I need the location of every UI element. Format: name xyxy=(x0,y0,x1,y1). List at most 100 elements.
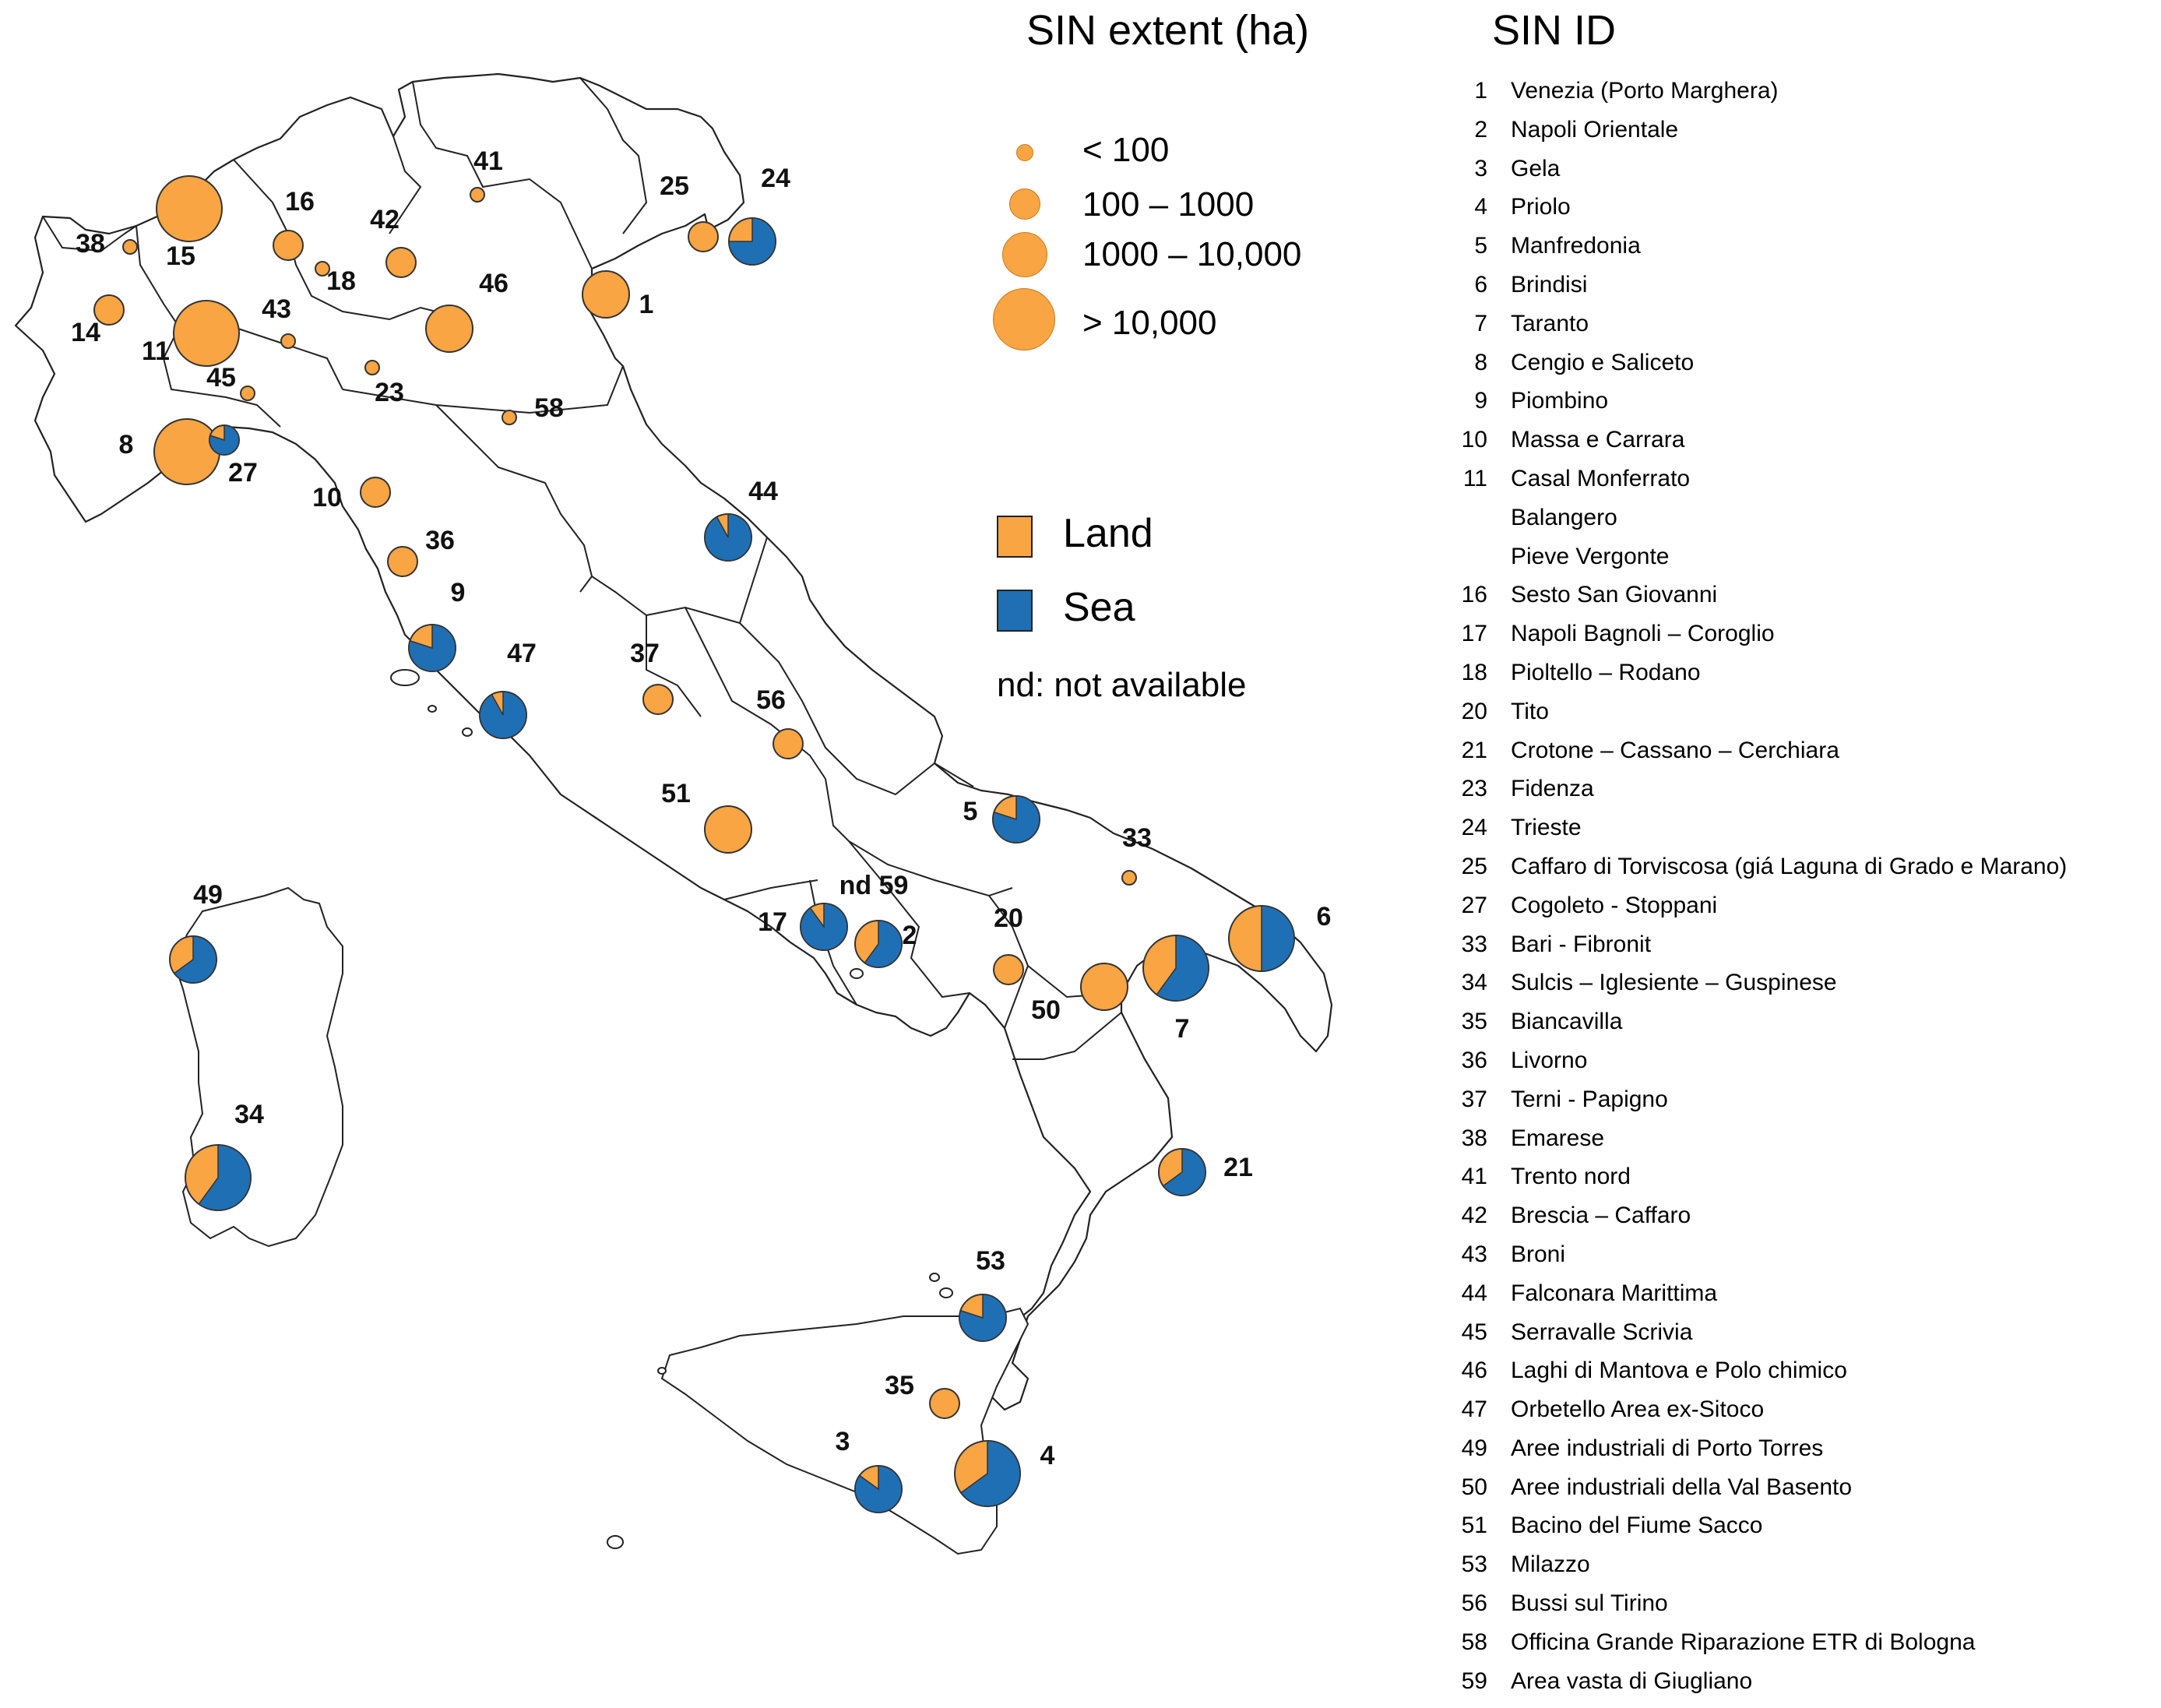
site-id-label: 27 xyxy=(228,458,258,488)
sin-name: Livorno xyxy=(1511,1047,1588,1073)
site-id-label: 41 xyxy=(473,146,503,176)
sin-id-number: 34 xyxy=(1461,970,1487,996)
sin-name: Manfredonia xyxy=(1511,233,1641,259)
sin-id-number: 24 xyxy=(1461,815,1487,841)
site-marker-38: 38 xyxy=(76,229,138,259)
size-class-label: < 100 xyxy=(1082,131,1170,169)
sin-id-number: 16 xyxy=(1461,582,1487,608)
sin-id-number: 25 xyxy=(1461,853,1487,879)
sin-name: Aree industriali della Val Basento xyxy=(1511,1474,1853,1500)
sin-name: Officina Grande Riparazione ETR di Bolog… xyxy=(1511,1629,1976,1655)
sin-name: Area vasta di Giugliano xyxy=(1511,1668,1753,1694)
site-marker-47: 47 xyxy=(479,639,537,739)
site-marker-15: 15 xyxy=(156,175,223,271)
site-id-label: 36 xyxy=(425,526,455,555)
small-islands xyxy=(390,669,953,1549)
site-land-slice xyxy=(364,360,380,375)
sin-name: Emarese xyxy=(1511,1125,1605,1151)
sin-name: Bari - Fibronit xyxy=(1511,931,1652,957)
sin-id-number: 59 xyxy=(1461,1668,1487,1694)
land-swatch xyxy=(997,516,1033,558)
site-sea-slice xyxy=(408,624,456,672)
site-id-label: 6 xyxy=(1317,902,1332,931)
site-marker-34: 34 xyxy=(185,1100,264,1211)
site-land-slice xyxy=(704,805,752,854)
site-id-label: 11 xyxy=(142,336,170,366)
sin-name: Cogoleto - Stoppani xyxy=(1511,892,1718,918)
sin-id-number: 33 xyxy=(1461,931,1487,957)
sin-name: Brindisi xyxy=(1511,271,1588,298)
size-symbol-medium xyxy=(1009,188,1040,220)
site-id-label: 2 xyxy=(903,921,917,950)
site-land-slice xyxy=(360,477,391,508)
site-marker-41: 41 xyxy=(470,146,503,202)
site-sea-slice xyxy=(198,1144,252,1211)
site-sea-slice xyxy=(1162,1148,1206,1196)
site-sea-slice xyxy=(864,920,903,968)
sin-id-number: 20 xyxy=(1461,698,1487,724)
site-land-slice xyxy=(240,386,255,401)
site-id-label: 18 xyxy=(326,266,356,296)
land-label: Land xyxy=(1063,511,1153,556)
site-id-label: 23 xyxy=(375,378,404,407)
sin-name: Biancavilla xyxy=(1511,1009,1623,1035)
sin-id-number: 9 xyxy=(1474,388,1487,414)
sin-id-number: 44 xyxy=(1461,1280,1487,1306)
sin-name: Crotone – Cassano – Cerchiara xyxy=(1511,737,1839,763)
site-sea-slice xyxy=(704,513,752,562)
site-id-label: 50 xyxy=(1031,995,1061,1025)
site-land-slice xyxy=(929,1388,960,1419)
sin-name: Bussi sul Tirino xyxy=(1511,1590,1668,1617)
sin-name: Taranto xyxy=(1511,310,1589,336)
site-marker-17: 17 xyxy=(758,903,848,951)
site-id-label: 10 xyxy=(312,483,342,512)
site-marker-49: 49 xyxy=(169,880,223,984)
site-land-slice xyxy=(280,333,296,349)
sin-name: Tito xyxy=(1511,698,1549,724)
site-land-slice xyxy=(156,175,223,242)
sin-id-number: 37 xyxy=(1461,1086,1487,1112)
site-markers: 123 4567891011141516171820212324252733343… xyxy=(71,146,1331,1513)
site-land-slice xyxy=(425,305,473,353)
sin-name: Trieste xyxy=(1511,815,1582,841)
sin-id-number: 56 xyxy=(1461,1590,1487,1617)
site-marker-10: 10 xyxy=(312,477,391,512)
site-id-label: 53 xyxy=(976,1246,1005,1276)
sin-name: Caffaro di Torviscosa (giá Laguna di Gra… xyxy=(1511,853,2068,879)
site-id-label: 38 xyxy=(76,229,105,259)
site-id-label: 8 xyxy=(119,430,134,460)
size-symbol-xlarge xyxy=(993,288,1055,350)
site-marker-1: 1 xyxy=(582,270,654,319)
sin-name: Orbetello Area ex-Sitoco xyxy=(1511,1396,1765,1423)
site-id-label: 34 xyxy=(234,1100,264,1129)
italy-map: 123 4567891011141516171820212324252733343… xyxy=(14,72,1333,1555)
site-id-label: 25 xyxy=(660,171,689,201)
site-id-label: 24 xyxy=(761,164,790,193)
site-id-label: 46 xyxy=(479,269,509,298)
size-class-label: 1000 – 10,000 xyxy=(1082,235,1302,273)
site-marker-21: 21 xyxy=(1158,1148,1253,1196)
site-land-slice xyxy=(387,546,418,577)
site-marker-2: 2 xyxy=(854,920,917,968)
site-id-label: 1 xyxy=(639,290,654,319)
site-id-label: 45 xyxy=(206,363,236,393)
site-sea-slice xyxy=(209,424,240,456)
site-id-label: 47 xyxy=(507,639,537,668)
site-marker-11: 11 xyxy=(142,300,240,367)
sin-id-number: 4 xyxy=(1474,194,1487,220)
sin-id-number: 6 xyxy=(1474,271,1487,298)
site-marker-44: 44 xyxy=(704,477,778,562)
site-id-label: 14 xyxy=(71,318,100,347)
site-land-slice xyxy=(385,247,417,278)
sin-id-number: 47 xyxy=(1461,1396,1487,1423)
size-class-label: 100 – 1000 xyxy=(1082,185,1255,224)
sea-swatch xyxy=(997,590,1033,632)
sin-name: Sulcis – Iglesiente – Guspinese xyxy=(1511,970,1837,996)
site-land-slice xyxy=(470,187,485,202)
site-id-label: 20 xyxy=(994,903,1023,933)
site-id-label: 42 xyxy=(370,205,399,234)
site-sea-slice xyxy=(959,1440,1021,1507)
sin-name: Trento nord xyxy=(1511,1164,1631,1190)
sin-name: Broni xyxy=(1511,1241,1566,1267)
sin-name: Bacino del Fiume Sacco xyxy=(1511,1513,1763,1539)
